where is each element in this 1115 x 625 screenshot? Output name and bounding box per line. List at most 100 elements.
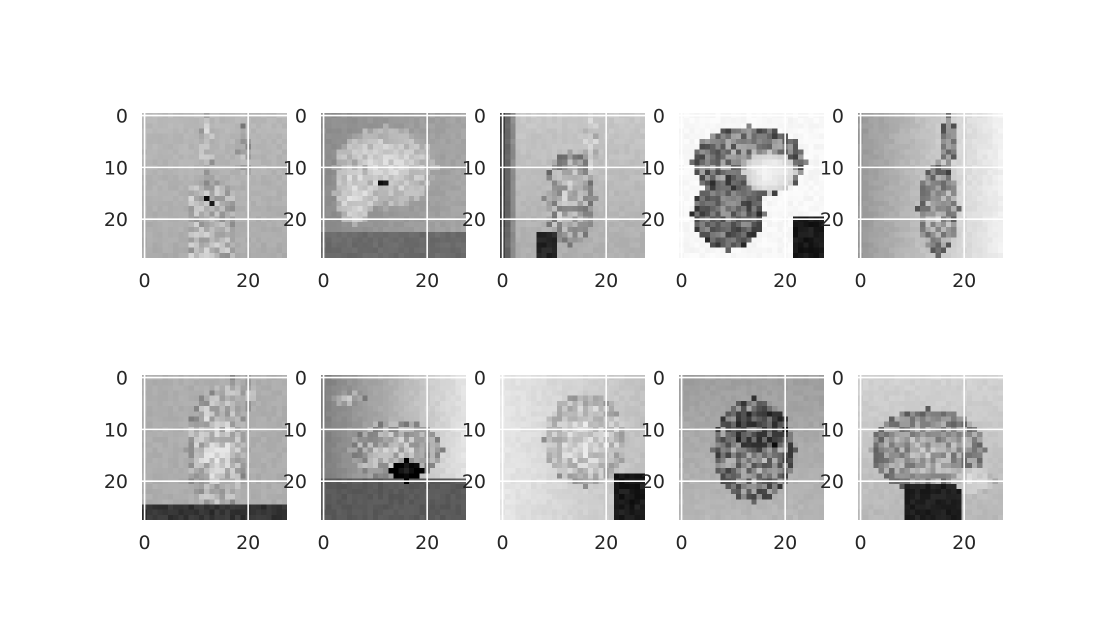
image-pixel	[987, 149, 994, 156]
image-pixel	[240, 514, 247, 520]
image-pixel	[224, 211, 231, 218]
image-pixel	[515, 138, 522, 145]
image-pixel	[331, 211, 338, 218]
image-pixel	[409, 133, 415, 140]
image-pixel	[977, 242, 983, 249]
image-pixel	[429, 380, 436, 386]
image-pixel	[525, 159, 532, 166]
image-pixel	[704, 237, 711, 244]
image-pixel	[346, 242, 353, 249]
image-pixel	[157, 380, 164, 386]
image-pixel	[331, 154, 338, 161]
image-pixel	[445, 201, 452, 207]
image-pixel	[419, 180, 426, 187]
image-pixel	[214, 380, 221, 386]
image-pixel	[684, 242, 690, 249]
image-pixel	[951, 201, 957, 207]
image-pixel	[629, 175, 636, 181]
image-pixel	[460, 242, 466, 249]
image-pixel	[767, 169, 773, 176]
image-pixel	[460, 195, 466, 202]
image-pixel	[767, 180, 773, 187]
image-pixel	[419, 390, 426, 397]
image-pixel	[593, 221, 599, 228]
image-pixel	[619, 206, 625, 212]
image-pixel	[951, 185, 957, 192]
image-pixel	[188, 406, 195, 412]
image-pixel	[434, 128, 441, 135]
image-pixel	[883, 169, 890, 176]
image-pixel	[987, 169, 994, 176]
image-pixel	[725, 206, 732, 212]
image-pixel	[925, 211, 932, 218]
image-pixel	[250, 468, 257, 474]
image-pixel	[634, 159, 641, 166]
image-pixel	[878, 169, 885, 176]
image-pixel	[460, 169, 466, 176]
image-pixel	[720, 123, 727, 130]
image-pixel	[183, 468, 190, 474]
image-pixel	[178, 242, 185, 249]
image-pixel	[710, 169, 716, 176]
image-pixel	[230, 175, 236, 181]
image-pixel	[255, 252, 262, 258]
image-pixel	[536, 247, 543, 254]
image-pixel	[409, 128, 415, 135]
image-pixel	[271, 473, 278, 480]
image-pixel	[935, 247, 942, 254]
image-pixel	[629, 247, 636, 254]
image-pixel	[873, 232, 880, 238]
image-pixel	[183, 133, 190, 140]
image-pixel	[577, 190, 584, 197]
image-pixel	[240, 180, 247, 187]
image-pixel	[720, 232, 727, 238]
image-pixel	[414, 159, 420, 166]
image-pixel	[409, 385, 415, 392]
image-pixel	[720, 201, 727, 207]
image-pixel	[787, 247, 794, 254]
image-pixel	[240, 421, 247, 428]
image-pixel	[281, 395, 287, 402]
image-pixel	[699, 190, 706, 197]
image-pixel	[551, 226, 558, 233]
image-pixel	[261, 499, 267, 506]
image-pixel	[162, 463, 169, 469]
image-pixel	[331, 395, 338, 402]
image-pixel	[873, 149, 880, 156]
image-pixel	[746, 206, 753, 212]
image-pixel	[209, 488, 216, 495]
image-pixel	[899, 226, 906, 233]
image-pixel	[531, 154, 537, 161]
image-pixel	[167, 499, 174, 506]
image-pixel	[699, 144, 706, 150]
image-pixel	[240, 431, 247, 438]
image-pixel	[951, 154, 957, 161]
image-pixel	[751, 118, 758, 124]
image-pixel	[276, 128, 283, 135]
image-pixel	[710, 221, 716, 228]
image-pixel	[409, 242, 415, 249]
image-pixel	[409, 169, 415, 176]
image-pixel	[167, 406, 174, 412]
image-pixel	[388, 406, 395, 412]
image-pixel	[341, 133, 348, 140]
image-pixel	[167, 190, 174, 197]
image-pixel	[193, 175, 200, 181]
image-pixel	[920, 232, 926, 238]
image-pixel	[250, 201, 257, 207]
image-pixel	[634, 128, 641, 135]
y-tick-label: 20	[104, 209, 128, 231]
image-pixel	[209, 447, 216, 454]
image-pixel	[956, 118, 963, 124]
image-pixel	[883, 242, 890, 249]
image-pixel	[977, 180, 983, 187]
image-pixel	[624, 237, 631, 244]
image-pixel	[505, 232, 511, 238]
image-pixel	[639, 118, 645, 124]
image-pixel	[271, 144, 278, 150]
image-pixel	[393, 406, 400, 412]
image-pixel	[546, 123, 553, 130]
image-pixel	[261, 175, 267, 181]
image-pixel	[803, 128, 810, 135]
image-pixel	[808, 149, 815, 156]
